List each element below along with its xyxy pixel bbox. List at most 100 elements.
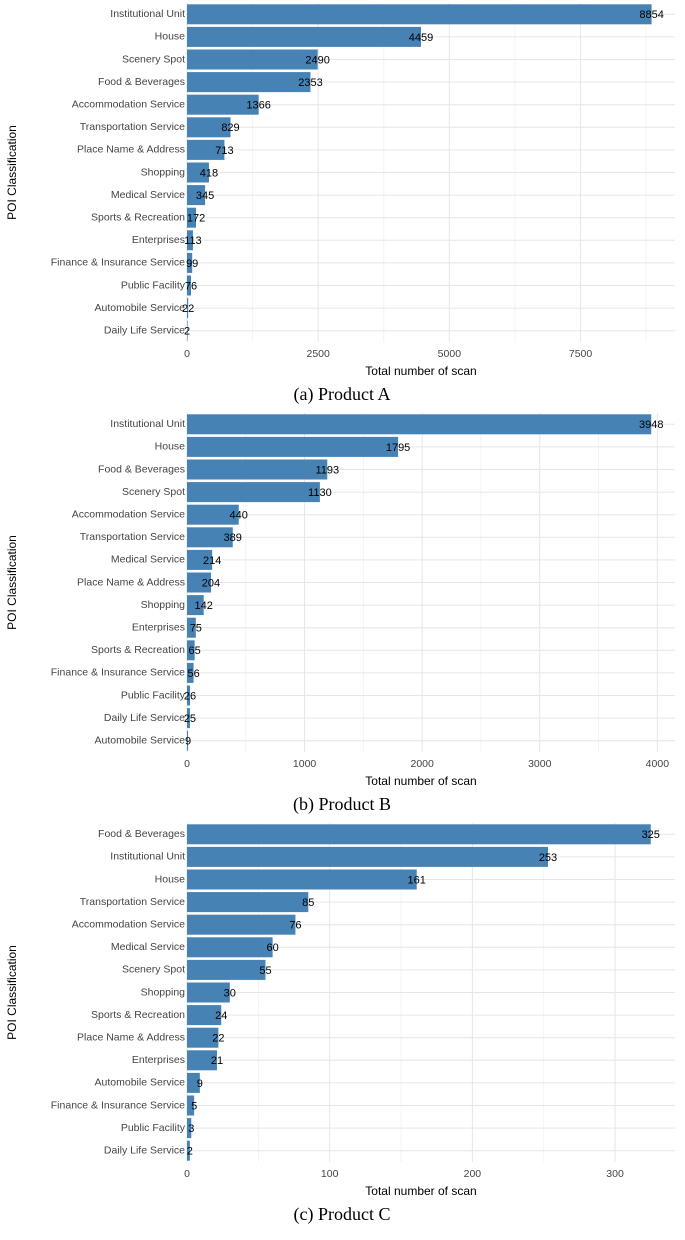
value-label: 325 xyxy=(642,829,660,841)
value-label: 2 xyxy=(184,326,190,338)
category-label: Food & Beverages xyxy=(98,828,185,840)
x-tick-label: 5000 xyxy=(438,348,462,360)
category-label: Transportation Service xyxy=(80,531,185,543)
bar xyxy=(187,617,196,638)
chart-b: Institutional Unit 3948 House 1795 Food & Be… xyxy=(5,413,675,815)
bar xyxy=(187,414,652,435)
category-label: Automobile Service xyxy=(95,1077,186,1089)
bar xyxy=(187,959,266,980)
category-label: Sports & Recreation xyxy=(91,211,185,223)
bar xyxy=(187,824,651,845)
bar xyxy=(187,1005,222,1026)
value-label: 1366 xyxy=(246,100,270,112)
x-tick-label: 0 xyxy=(184,758,190,770)
value-label: 85 xyxy=(302,897,314,909)
value-label: 1130 xyxy=(308,487,332,499)
category-label: Accommodation Service xyxy=(72,918,185,930)
bar xyxy=(187,436,399,457)
category-label: Shopping xyxy=(141,599,186,611)
bar xyxy=(187,252,193,273)
category-label: Automobile Service xyxy=(95,734,186,746)
category-label: Accommodation Service xyxy=(72,508,185,520)
value-label: 76 xyxy=(185,280,197,292)
value-label: 829 xyxy=(221,122,239,134)
category-label: Public Facility xyxy=(121,279,186,291)
bar xyxy=(187,846,549,867)
bar xyxy=(187,459,328,480)
value-label: 1795 xyxy=(386,442,410,454)
value-label: 440 xyxy=(230,510,248,522)
category-label: Medical Service xyxy=(111,189,185,201)
bar xyxy=(187,982,230,1003)
bar xyxy=(187,937,273,958)
category-label: House xyxy=(155,441,186,453)
category-label: Enterprises xyxy=(132,1054,185,1066)
bar xyxy=(187,298,189,319)
x-axis-title: Total number of scan xyxy=(365,364,476,378)
x-tick-label: 2500 xyxy=(307,348,331,360)
x-axis-title: Total number of scan xyxy=(365,1184,476,1198)
value-label: 30 xyxy=(224,987,236,999)
bar xyxy=(187,685,191,706)
bar xyxy=(187,1118,192,1139)
value-label: 22 xyxy=(212,1033,224,1045)
category-label: Food & Beverages xyxy=(98,463,185,475)
value-label: 65 xyxy=(189,645,201,657)
y-axis-title: POI Classification xyxy=(5,535,19,630)
bar xyxy=(187,572,211,593)
bar xyxy=(187,162,209,183)
category-label: Enterprises xyxy=(132,234,185,246)
x-tick-label: 100 xyxy=(321,1168,339,1180)
category-label: Sports & Recreation xyxy=(91,1009,185,1021)
category-label: Daily Life Service xyxy=(104,1144,185,1156)
chart-caption: (a) Product A xyxy=(294,384,391,405)
bar xyxy=(187,708,190,729)
value-label: 8854 xyxy=(639,9,663,21)
value-label: 3 xyxy=(188,1123,194,1135)
x-tick-label: 0 xyxy=(184,348,190,360)
bar xyxy=(187,504,239,525)
value-label: 21 xyxy=(211,1055,223,1067)
value-label: 26 xyxy=(184,690,196,702)
bar xyxy=(187,26,421,47)
category-label: Scenery Spot xyxy=(122,53,185,65)
bar xyxy=(187,1095,195,1116)
value-label: 204 xyxy=(202,577,220,589)
bar xyxy=(187,94,259,115)
x-tick-label: 7500 xyxy=(569,348,593,360)
category-label: Automobile Service xyxy=(95,302,186,314)
value-label: 9 xyxy=(197,1078,203,1090)
category-label: Finance & Insurance Service xyxy=(51,257,185,269)
category-label: Daily Life Service xyxy=(104,324,185,336)
x-tick-label: 4000 xyxy=(646,758,670,770)
bar xyxy=(187,662,194,683)
value-label: 2490 xyxy=(305,54,329,66)
x-tick-label: 300 xyxy=(606,1168,624,1180)
value-label: 389 xyxy=(224,532,242,544)
value-label: 9 xyxy=(185,736,191,748)
value-label: 25 xyxy=(184,713,196,725)
bar xyxy=(187,320,188,341)
value-label: 60 xyxy=(266,942,278,954)
chart-a: Institutional Unit 8854 House 4459 Scenery S… xyxy=(5,3,675,405)
bar xyxy=(187,892,309,913)
value-label: 345 xyxy=(196,190,214,202)
x-tick-label: 1000 xyxy=(293,758,317,770)
value-label: 161 xyxy=(408,874,426,886)
chart-caption: (b) Product B xyxy=(293,794,391,815)
value-label: 75 xyxy=(190,623,202,635)
value-label: 713 xyxy=(215,145,233,157)
value-label: 55 xyxy=(259,965,271,977)
category-label: Scenery Spot xyxy=(122,486,185,498)
category-label: Shopping xyxy=(141,986,186,998)
x-axis-title: Total number of scan xyxy=(365,774,476,788)
bar xyxy=(187,1140,190,1161)
value-label: 172 xyxy=(187,213,205,225)
bar xyxy=(187,275,191,296)
category-label: Institutional Unit xyxy=(110,418,185,430)
value-label: 418 xyxy=(200,167,218,179)
bar xyxy=(187,139,225,160)
category-label: Daily Life Service xyxy=(104,712,185,724)
bar xyxy=(187,1027,219,1048)
bar xyxy=(187,482,320,503)
